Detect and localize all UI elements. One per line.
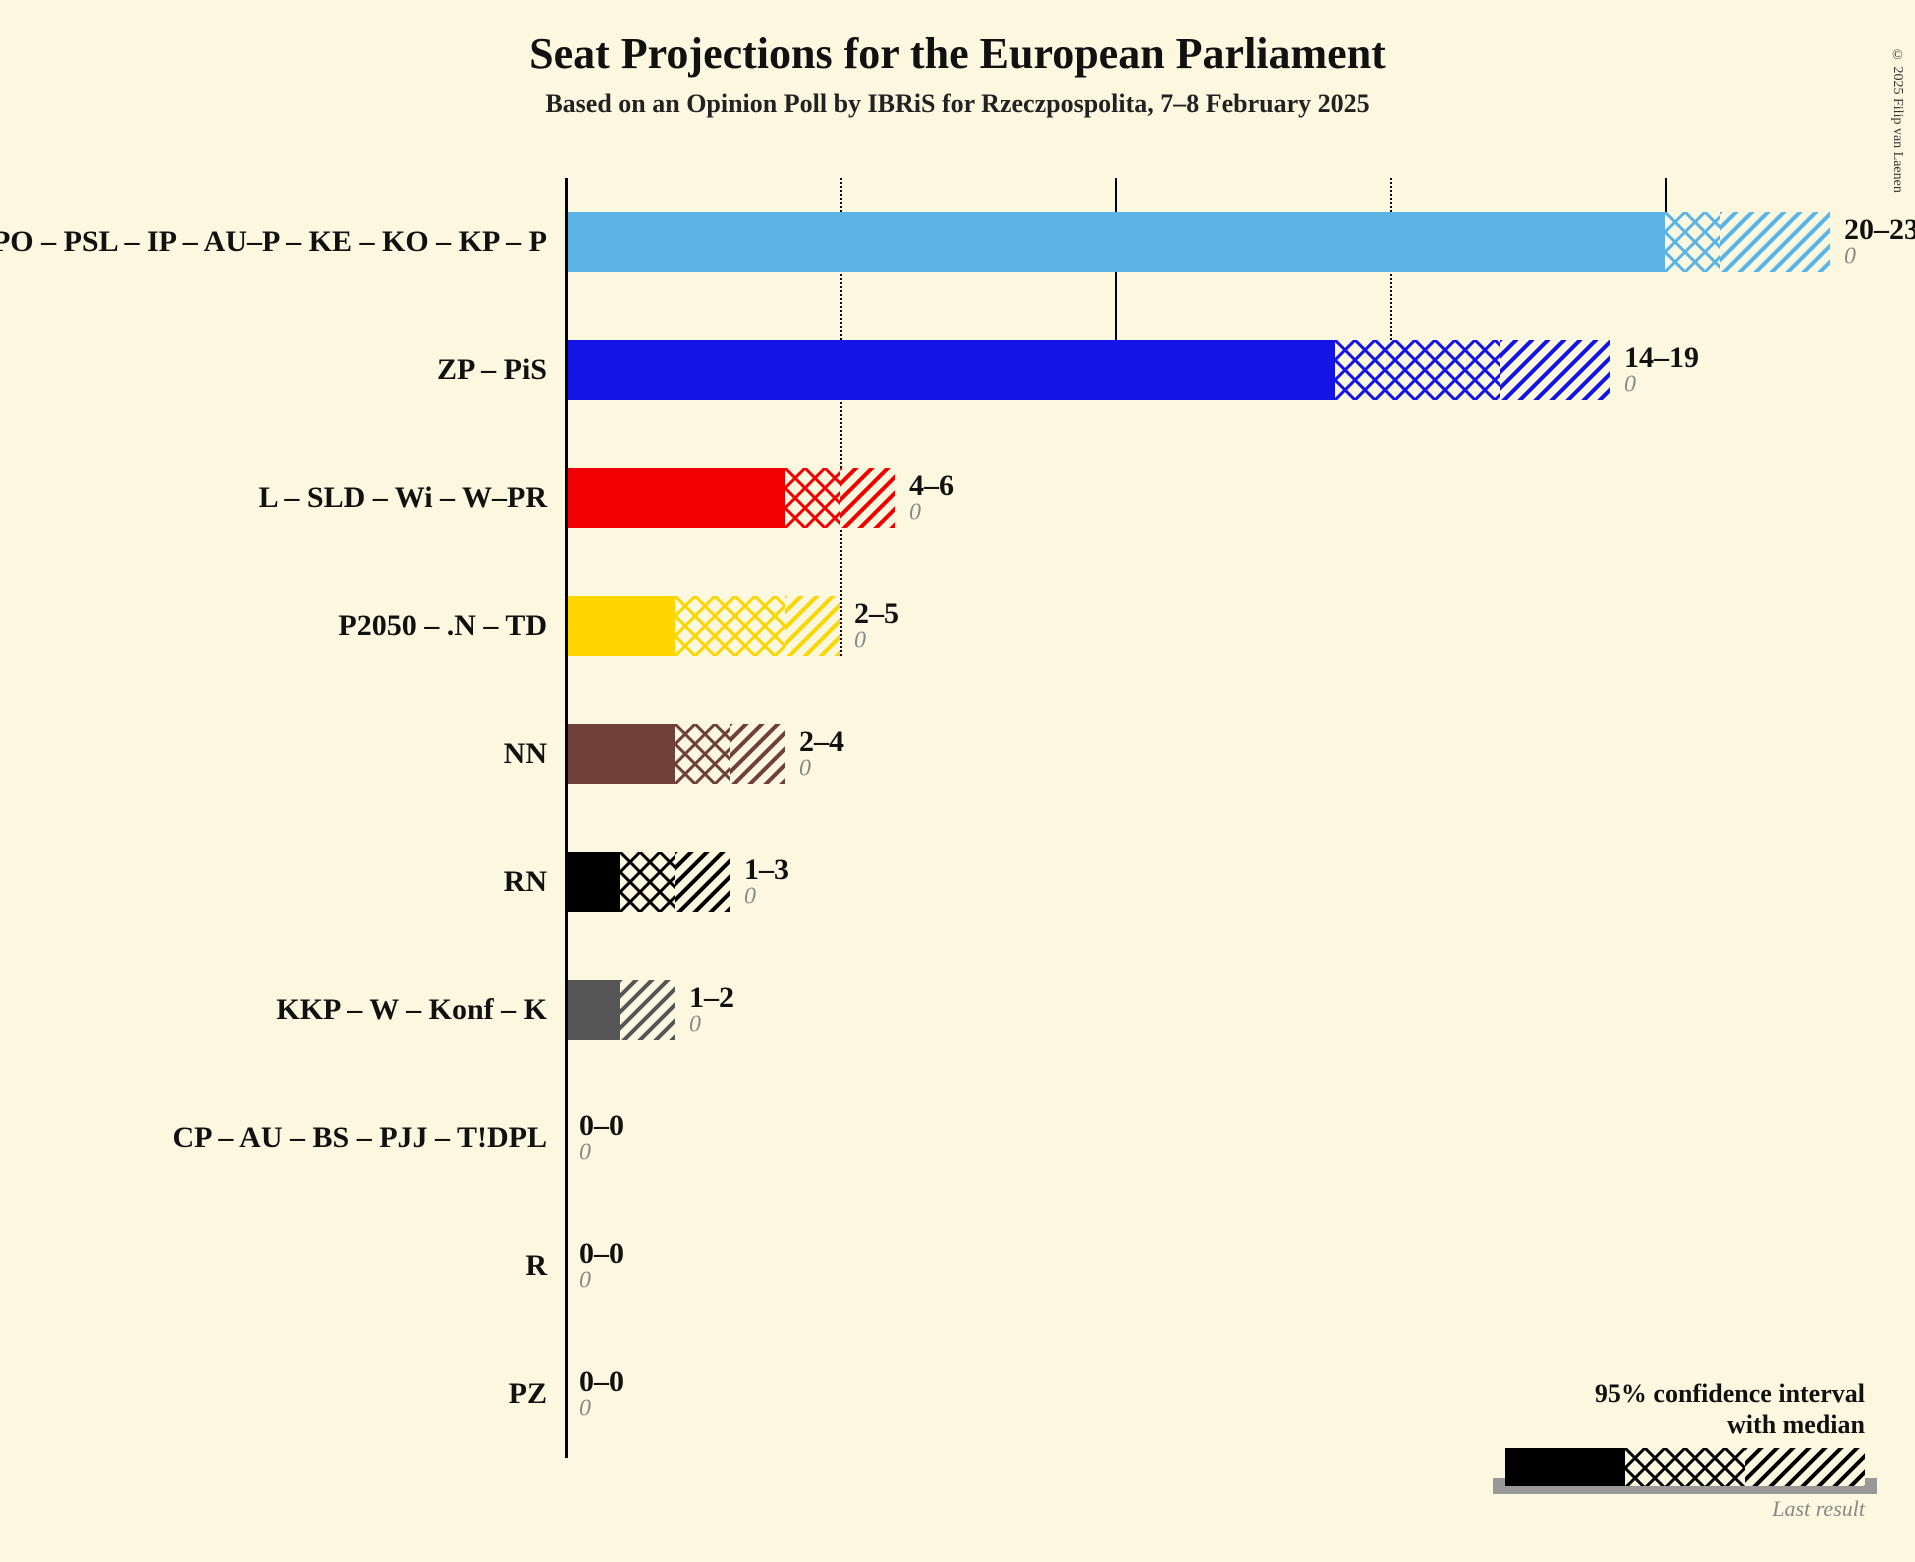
last-result-label: 0 — [1624, 371, 1636, 398]
party-row: NN 2–40 — [0, 690, 1915, 818]
y-axis — [565, 178, 568, 1458]
party-row: KKP – W – Konf – K 1–20 — [0, 946, 1915, 1074]
last-result-label: 0 — [579, 1139, 591, 1166]
party-row: L – SLD – Wi – W–PR 4–60 — [0, 434, 1915, 562]
party-row: CP – AU – BS – PJJ – T!DPL 0–00 — [0, 1074, 1915, 1202]
legend-segment-diag — [1745, 1448, 1865, 1486]
last-result-label: 0 — [744, 883, 756, 910]
party-label: CP – AU – BS – PJJ – T!DPL — [173, 1121, 548, 1155]
bar-crosshatch — [620, 852, 675, 912]
last-result-label: 0 — [1844, 243, 1856, 270]
bar-diagonal — [840, 468, 895, 528]
legend-line2: with median — [1505, 1409, 1865, 1440]
value-label: 20–23 — [1844, 213, 1915, 247]
party-label: RN — [504, 865, 547, 899]
bar-solid — [565, 980, 620, 1040]
legend-line1: 95% confidence interval — [1505, 1378, 1865, 1409]
party-row: RN 1–30 — [0, 818, 1915, 946]
bar-crosshatch — [785, 468, 840, 528]
party-label: L – SLD – Wi – W–PR — [259, 481, 547, 515]
bar-solid — [565, 468, 785, 528]
party-row: PO – PSL – IP – AU–P – KE – KO – KP – P 2… — [0, 178, 1915, 306]
bar-diagonal — [675, 852, 730, 912]
last-result-label: 0 — [909, 499, 921, 526]
value-label: 4–6 — [909, 469, 954, 503]
bar-diagonal — [1720, 212, 1830, 272]
bar-solid — [565, 340, 1335, 400]
chart-area: PO – PSL – IP – AU–P – KE – KO – KP – P 2… — [0, 158, 1915, 1478]
last-result-label: 0 — [799, 755, 811, 782]
last-result-label: 0 — [579, 1395, 591, 1422]
legend-last-text: Last result — [1505, 1496, 1865, 1522]
bar-solid — [565, 724, 675, 784]
last-result-label: 0 — [689, 1011, 701, 1038]
value-label: 1–3 — [744, 853, 789, 887]
value-label: 0–0 — [579, 1109, 624, 1143]
bar-diagonal — [1500, 340, 1610, 400]
party-row: ZP – PiS 14–190 — [0, 306, 1915, 434]
chart-subtitle: Based on an Opinion Poll by IBRiS for Rz… — [0, 89, 1915, 119]
party-label: P2050 – .N – TD — [338, 609, 547, 643]
legend: 95% confidence interval with median Last… — [1505, 1378, 1865, 1522]
party-row: P2050 – .N – TD 2–50 — [0, 562, 1915, 690]
value-label: 2–5 — [854, 597, 899, 631]
party-label: ZP – PiS — [437, 353, 547, 387]
bar-crosshatch — [1665, 212, 1720, 272]
last-result-label: 0 — [854, 627, 866, 654]
last-result-label: 0 — [579, 1267, 591, 1294]
value-label: 1–2 — [689, 981, 734, 1015]
bar-crosshatch — [675, 724, 730, 784]
party-label: R — [525, 1249, 547, 1283]
party-label: PZ — [509, 1377, 547, 1411]
bar-crosshatch — [1335, 340, 1500, 400]
value-label: 14–19 — [1624, 341, 1699, 375]
bar-solid — [565, 852, 620, 912]
value-label: 2–4 — [799, 725, 844, 759]
legend-bar — [1505, 1448, 1865, 1486]
bar-diagonal — [785, 596, 840, 656]
party-label: PO – PSL – IP – AU–P – KE – KO – KP – P — [0, 225, 547, 259]
bar-diagonal — [620, 980, 675, 1040]
bar-solid — [565, 212, 1665, 272]
party-row: R 0–00 — [0, 1202, 1915, 1330]
value-label: 0–0 — [579, 1237, 624, 1271]
chart-title: Seat Projections for the European Parlia… — [0, 28, 1915, 79]
value-label: 0–0 — [579, 1365, 624, 1399]
bar-solid — [565, 596, 675, 656]
bar-diagonal — [730, 724, 785, 784]
legend-segment-solid — [1505, 1448, 1625, 1486]
bar-crosshatch — [675, 596, 785, 656]
legend-segment-cross — [1625, 1448, 1745, 1486]
party-label: NN — [504, 737, 547, 771]
party-label: KKP – W – Konf – K — [276, 993, 547, 1027]
